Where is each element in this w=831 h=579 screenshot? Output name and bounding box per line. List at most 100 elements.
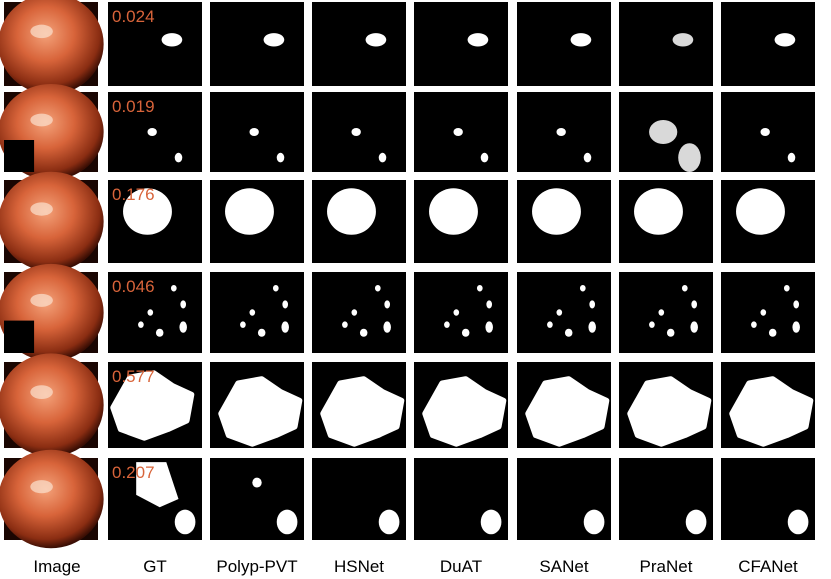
mask-region — [480, 509, 502, 535]
mask-region — [147, 128, 157, 136]
mask — [721, 2, 815, 86]
mask-region — [486, 300, 493, 309]
mask-region — [783, 284, 790, 292]
image-overlay — [4, 320, 35, 353]
mask-region — [276, 509, 298, 535]
mask-bg — [108, 2, 202, 86]
image-highlight — [30, 202, 53, 216]
mask — [517, 458, 611, 540]
image-highlight — [30, 480, 53, 494]
mask-region — [170, 284, 177, 292]
mask-region — [691, 300, 698, 309]
mask — [210, 362, 304, 448]
mask-region — [351, 128, 361, 136]
image-highlight — [30, 24, 53, 39]
mask-region — [110, 370, 195, 441]
mask-region — [225, 188, 274, 235]
mask-region — [787, 509, 809, 535]
mask — [108, 458, 202, 540]
mask-region — [136, 462, 179, 508]
mask-region — [422, 376, 507, 447]
mask-region — [218, 376, 303, 447]
image-highlight — [30, 385, 53, 399]
image-tissue — [0, 0, 104, 95]
image-tissue — [0, 353, 104, 457]
mask-region — [365, 33, 387, 47]
column-label: GT — [143, 557, 167, 576]
endoscopy-image — [0, 171, 104, 272]
mask-region — [736, 188, 785, 235]
mask — [414, 2, 508, 86]
mask — [210, 272, 304, 353]
mask-region — [480, 152, 489, 163]
mask — [312, 92, 406, 172]
column-label: DuAT — [440, 557, 482, 576]
mask-region — [282, 300, 289, 309]
area-ratio: 0.046 — [112, 277, 155, 296]
area-ratio: 0.019 — [112, 97, 155, 116]
mask-region — [453, 309, 460, 316]
mask-region — [240, 321, 246, 328]
mask-region — [793, 300, 800, 309]
mask-region — [525, 376, 610, 447]
mask — [721, 458, 815, 540]
mask-region — [453, 128, 463, 136]
mask-region — [429, 188, 478, 235]
image-highlight — [30, 113, 53, 127]
mask — [414, 180, 508, 263]
mask-region — [272, 284, 279, 292]
column-label: CFANet — [738, 557, 798, 576]
mask — [108, 92, 202, 172]
mask-region — [374, 284, 381, 292]
mask-region — [378, 509, 400, 535]
area-ratio: 0.176 — [112, 185, 155, 204]
mask-region — [384, 300, 391, 309]
area-ratio: 0.024 — [112, 7, 155, 26]
mask — [619, 180, 713, 263]
mask-region — [180, 300, 187, 309]
mask-region — [327, 188, 376, 235]
mask-region — [252, 477, 262, 488]
mask-region — [583, 509, 605, 535]
mask-bg — [517, 272, 611, 353]
mask-region — [138, 321, 144, 328]
mask-region — [583, 152, 592, 163]
image-overlay — [4, 140, 35, 172]
mask-region — [532, 188, 581, 235]
mask-region — [485, 321, 493, 333]
mask-bg — [414, 272, 508, 353]
mask — [619, 92, 713, 172]
mask-region — [161, 33, 183, 47]
mask-region — [570, 33, 592, 47]
mask-region — [579, 284, 586, 292]
endoscopy-image — [0, 449, 104, 549]
area-ratio: 0.577 — [112, 367, 155, 386]
mask-region — [729, 376, 814, 447]
mask-region — [320, 376, 405, 447]
area-ratio: 0.207 — [112, 463, 155, 482]
mask-region — [787, 152, 796, 163]
mask-bg — [414, 2, 508, 86]
mask-bg — [210, 272, 304, 353]
mask — [108, 362, 202, 448]
mask — [210, 180, 304, 263]
mask-region — [588, 321, 596, 333]
mask-bg — [312, 2, 406, 86]
mask — [414, 92, 508, 172]
mask-region — [257, 328, 266, 337]
mask-region — [476, 284, 483, 292]
mask-region — [690, 321, 698, 333]
endoscopy-image — [0, 84, 104, 180]
mask — [312, 362, 406, 448]
mask-bg — [312, 272, 406, 353]
mask — [414, 362, 508, 448]
mask-bg — [619, 272, 713, 353]
endoscopy-image — [0, 263, 104, 362]
endoscopy-image — [0, 353, 104, 457]
mask — [721, 180, 815, 263]
mask-region — [556, 309, 563, 316]
mask-region — [589, 300, 596, 309]
mask — [619, 458, 713, 540]
mask-region — [359, 328, 368, 337]
